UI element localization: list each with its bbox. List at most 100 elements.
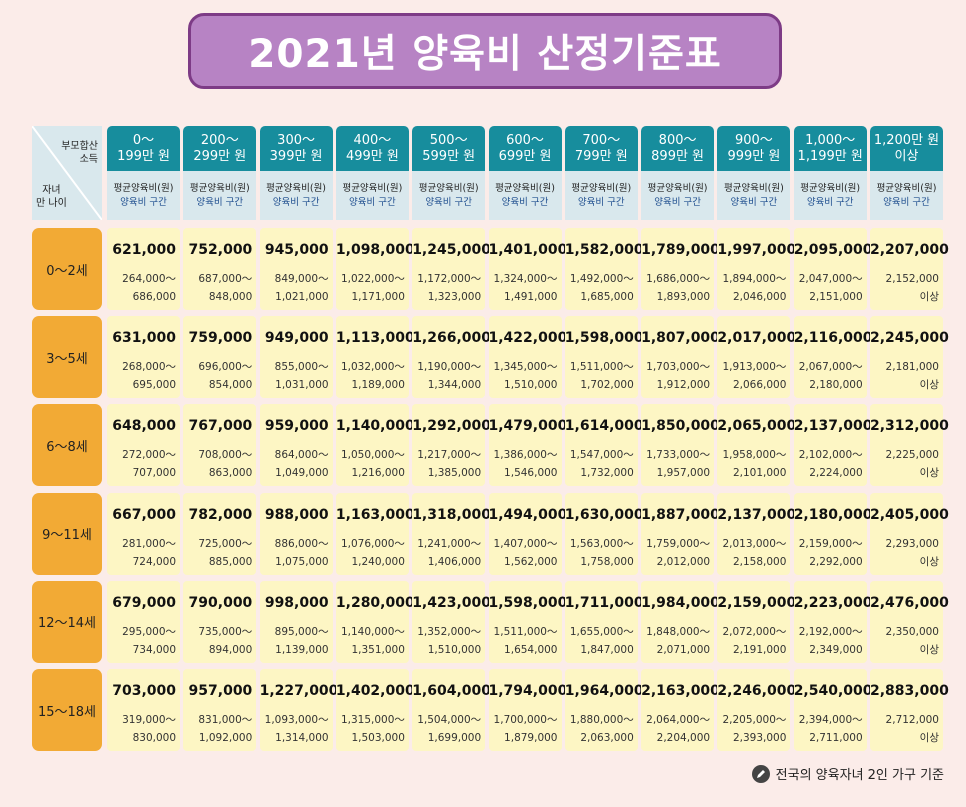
average-amount: 1,789,000 [641,242,720,258]
average-amount: 782,000 [188,506,253,523]
average-amount: 2,223,000 [793,594,873,611]
range-start: 1,352,000～ [417,625,482,638]
age-group-label: 0～2세 [32,228,102,310]
range-start: 1,386,000～ [493,449,558,462]
range-end: 2,066,000 [732,379,787,392]
range-start: 1,913,000～ [722,361,787,374]
table-cell: 1,850,000 1,733,000～ 1,957,000 [641,404,720,487]
average-amount: 1,582,000 [564,242,644,258]
amount-range: 1,894,000～ 2,046,000 [717,270,786,306]
table-cell: 1,245,000 1,172,000～ 1,323,000 [412,228,491,310]
column-subheader: 평균양육비(원) 양육비 구간 [259,171,333,220]
average-amount: 1,850,000 [641,418,720,435]
range-start: 1,022,000～ [340,273,405,285]
table-cell: 2,223,000 2,192,000～ 2,349,000 [793,580,873,663]
average-amount: 1,422,000 [488,330,568,347]
average-amount: 1,318,000 [412,506,492,523]
range-label: 양육비 구간 [883,196,930,208]
average-amount: 1,614,000 [564,418,644,435]
range-start: 1,241,000～ [417,537,482,550]
column-subheader: 평균양육비(원) 양육비 구간 [564,171,638,220]
average-amount: 1,163,000 [335,506,415,523]
table-cell: 1,598,000 1,511,000～ 1,654,000 [488,580,567,663]
column-subheader: 평균양육비(원) 양육비 구간 [793,171,867,220]
amount-range: 725,000～ 885,000 [183,535,252,571]
amount-range: 2,712,000 이상 [870,711,939,747]
amount-range: 1,547,000～ 1,732,000 [565,446,634,482]
table-cell: 1,401,000 1,324,000～ 1,491,000 [488,228,567,310]
average-amount: 2,476,000 [870,594,949,611]
table-cell: 998,000 895,000～ 1,139,000 [259,580,333,663]
column-subheader: 평균양육비(원) 양육비 구간 [641,171,715,220]
range-end: 1,216,000 [351,467,405,480]
average-amount: 2,405,000 [870,506,949,523]
amount-range: 1,032,000～ 1,189,000 [336,358,405,394]
amount-range: 2,192,000～ 2,349,000 [794,623,863,659]
average-amount: 2,137,000 [793,418,873,435]
income-range: 400～ 499만 원 [335,126,409,171]
table-cell: 2,540,000 2,394,000～ 2,711,000 [793,669,873,751]
range-end: 724,000 [132,555,176,568]
range-end: 2,224,000 [809,467,863,480]
amount-range: 1,093,000～ 1,314,000 [260,711,329,747]
income-column-header: 1,200만 원 이상 평균양육비(원) 양육비 구간 [870,126,943,220]
table-cell: 631,000 268,000～ 695,000 [107,316,180,399]
income-range-line1: 900～ [734,132,773,148]
pencil-icon [751,764,770,783]
income-range-line2: 599만 원 [422,148,476,164]
income-column-header: 500～ 599만 원 평균양육비(원) 양육비 구간 [412,126,486,220]
amount-range: 2,394,000～ 2,711,000 [794,711,863,747]
range-end: 1,957,000 [656,467,711,480]
income-range-line2: 899만 원 [651,148,705,164]
amount-range: 1,407,000～ 1,562,000 [489,535,558,571]
amount-range: 268,000～ 695,000 [107,358,176,394]
range-start: 2,102,000～ [798,449,863,462]
column-subheader: 평균양육비(원) 양육비 구간 [335,171,409,220]
range-end: 1,546,000 [504,467,558,480]
range-end: 이상 [919,467,939,480]
amount-range: 1,022,000～ 1,171,000 [336,270,405,306]
table-cell: 1,997,000 1,894,000～ 2,046,000 [717,228,796,310]
average-amount: 667,000 [112,506,176,523]
range-end: 이상 [919,732,939,744]
average-amount: 767,000 [188,418,253,435]
corner-diagonal-line [32,126,102,220]
range-label: 양육비 구간 [349,196,396,208]
table-cell: 1,292,000 1,217,000～ 1,385,000 [412,404,491,487]
range-start: 2,181,000 [885,361,939,374]
range-start: 1,076,000～ [340,537,405,550]
amount-range: 1,655,000～ 1,847,000 [565,623,634,659]
average-amount: 759,000 [188,330,253,347]
average-amount: 752,000 [188,242,253,258]
table-cell: 1,280,000 1,140,000～ 1,351,000 [335,580,415,663]
income-range: 0～ 199만 원 [107,126,180,171]
income-range-line1: 500～ [429,132,468,148]
amount-range: 1,913,000～ 2,066,000 [717,358,786,394]
range-start: 1,511,000～ [493,625,558,638]
range-start: 735,000～ [198,625,253,638]
average-amount: 2,137,000 [717,506,797,523]
average-amount: 1,280,000 [335,594,415,611]
amount-range: 1,241,000～ 1,406,000 [412,535,481,571]
range-start: 2,192,000～ [798,625,863,638]
average-amount: 2,883,000 [870,683,949,699]
average-amount: 703,000 [112,683,176,699]
range-start: 831,000～ [198,714,253,726]
range-start: 281,000～ [122,537,176,550]
range-end: 이상 [919,643,939,656]
income-range-line1: 1,000～ [805,132,856,148]
range-end: 1,491,000 [504,291,558,303]
income-label-line2: 소득 [79,154,98,165]
range-end: 1,702,000 [580,379,634,392]
range-end: 1,092,000 [198,732,253,744]
income-label-line1: 부모합산 [61,141,98,152]
page-title: 2021년 양육비 산정기준표 [188,13,782,89]
range-end: 1,879,000 [504,732,558,744]
amount-range: 886,000～ 1,075,000 [260,535,329,571]
column-subheader: 평균양육비(원) 양육비 구간 [107,171,180,220]
range-end: 1,685,000 [580,291,634,303]
table-cell: 2,017,000 1,913,000～ 2,066,000 [717,316,796,399]
income-range-line2: 199만 원 [117,148,170,164]
table-cell: 752,000 687,000～ 848,000 [183,228,257,310]
income-column-header: 900～ 999만 원 평균양육비(원) 양육비 구간 [717,126,791,220]
